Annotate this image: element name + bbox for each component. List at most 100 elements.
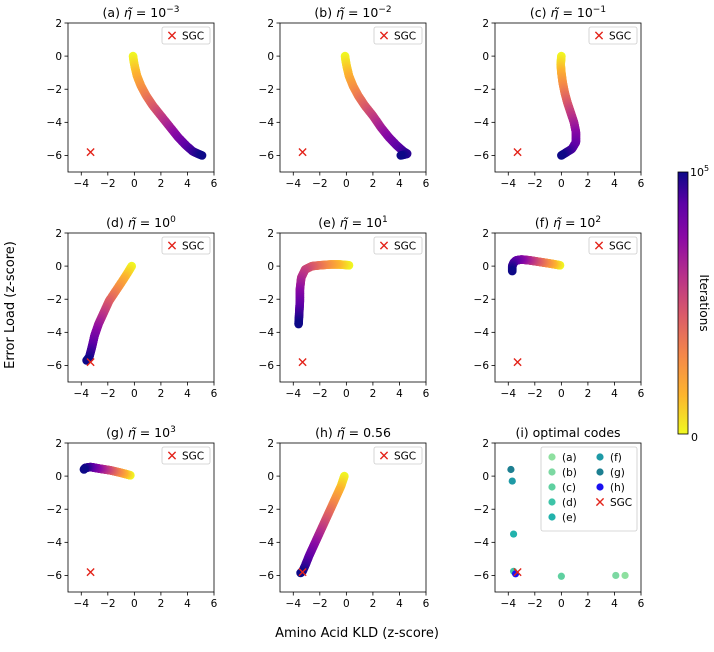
panel-f: −4 −2 0 2 4 6 −6 −4 −2 0 2 (f) η̃ = 102 SGC xyxy=(474,215,645,400)
x-tick-label: 2 xyxy=(370,598,377,610)
x-tick-label: 0 xyxy=(558,388,565,400)
y-tick-label: −2 xyxy=(474,84,489,96)
x-tick-label: 4 xyxy=(396,178,403,190)
colorbar-title: Iterations xyxy=(697,274,711,331)
x-tick-label: 6 xyxy=(638,388,645,400)
colorbar-gradient xyxy=(677,171,689,435)
y-tick-label: −4 xyxy=(259,537,275,549)
panel-e-axes-frame xyxy=(279,232,427,383)
y-tick-label: −6 xyxy=(47,360,63,372)
sgc-marker xyxy=(298,568,307,577)
x-tick-label: −2 xyxy=(312,598,327,610)
trajectory-point xyxy=(79,465,89,474)
y-tick-label: 2 xyxy=(482,228,489,240)
x-tick-label: 0 xyxy=(343,388,350,400)
legend-box xyxy=(373,26,423,45)
panel-h-title: (h) η̃ = 0.56 xyxy=(315,425,391,440)
legend-point-marker xyxy=(548,513,556,521)
legend-sgc-label: SGC xyxy=(182,31,204,43)
y-axis-title-wrap: Error Load (z-score) xyxy=(3,241,18,369)
optimal-code-point xyxy=(612,571,620,580)
x-tick-label: 6 xyxy=(423,598,430,610)
x-tick-label: 6 xyxy=(211,178,218,190)
y-tick-label: 0 xyxy=(482,51,489,63)
y-tick-label: 2 xyxy=(267,438,274,450)
y-tick-label: 0 xyxy=(482,261,489,273)
y-tick-label: −4 xyxy=(474,537,490,549)
legend-entry-label: (d) xyxy=(562,497,577,509)
legend-sgc-marker xyxy=(594,241,604,250)
y-tick-label: −6 xyxy=(259,150,275,162)
panel-d: −4 −2 0 2 4 6 −6 −4 −2 0 2 (d) η̃ = 100 SGC xyxy=(47,215,218,400)
sgc-marker xyxy=(86,568,95,577)
y-tick-label: −4 xyxy=(474,117,490,129)
y-tick-label: 0 xyxy=(55,51,62,63)
panel-i: −4 −2 0 2 4 6−6−4−202(i) optimal codes(a)(b)(… xyxy=(474,425,645,610)
y-tick-label: −2 xyxy=(259,504,274,516)
x-tick-label: 6 xyxy=(638,178,645,190)
y-tick-label: −4 xyxy=(47,537,63,549)
legend-entry-label: (e) xyxy=(562,512,577,524)
trajectory-point xyxy=(294,319,303,329)
legend-entry-label: (c) xyxy=(562,482,576,494)
panel-c-legend: SGC xyxy=(588,26,638,45)
legend-sgc-label: SGC xyxy=(394,31,416,43)
y-tick-label: −2 xyxy=(47,84,62,96)
x-tick-label: 4 xyxy=(396,388,403,400)
y-tick-label: −4 xyxy=(474,327,490,339)
legend-box xyxy=(373,446,423,465)
legend-sgc-marker xyxy=(167,31,177,40)
trajectory-point xyxy=(396,151,406,160)
panel-i-title: (i) optimal codes xyxy=(515,425,620,440)
x-tick-label: 6 xyxy=(423,178,430,190)
y-tick-label: 0 xyxy=(267,261,274,273)
x-tick-label: −4 xyxy=(501,388,517,400)
panel-c-title: (c) η̃ = 10−1 xyxy=(530,5,606,20)
x-tick-label: 6 xyxy=(211,598,218,610)
x-tick-label: 2 xyxy=(158,178,165,190)
y-tick-label: 0 xyxy=(267,471,274,483)
panel-f-legend: SGC xyxy=(588,236,638,255)
legend-sgc-marker xyxy=(379,241,389,250)
y-tick-label: −2 xyxy=(47,504,62,516)
legend-sgc-marker xyxy=(167,451,177,460)
sgc-marker xyxy=(513,568,522,577)
panel-a-title: (a) η̃ = 10−3 xyxy=(103,5,180,20)
x-tick-label: 4 xyxy=(611,598,618,610)
y-tick-label: 2 xyxy=(55,438,62,450)
x-tick-label: 2 xyxy=(370,178,377,190)
sgc-marker xyxy=(513,148,522,157)
legend-sgc-label: SGC xyxy=(182,241,204,253)
legend-point-marker xyxy=(596,483,604,491)
legend-box xyxy=(161,26,211,45)
legend-entry-label: (b) xyxy=(562,467,577,479)
x-tick-label: 2 xyxy=(158,598,165,610)
x-tick-label: 2 xyxy=(158,388,165,400)
legend-box xyxy=(161,236,211,255)
legend-entry-label: (a) xyxy=(562,452,577,464)
panel-e-title: (e) η̃ = 101 xyxy=(318,215,387,230)
panel-h-legend: SGC xyxy=(373,446,423,465)
legend-sgc-marker xyxy=(167,241,177,250)
y-tick-label: 2 xyxy=(482,438,489,450)
trajectory-point xyxy=(507,266,517,276)
trajectory-point xyxy=(82,356,91,365)
x-tick-label: 2 xyxy=(585,598,592,610)
legend-entry-label: (f) xyxy=(610,452,622,464)
y-tick-label: −4 xyxy=(47,117,63,129)
x-tick-label: −2 xyxy=(312,178,327,190)
panel-f-axes-frame xyxy=(494,232,642,383)
legend-box xyxy=(373,236,423,255)
y-tick-label: −2 xyxy=(259,84,274,96)
x-tick-label: 0 xyxy=(558,598,565,610)
y-tick-label: −4 xyxy=(47,327,63,339)
legend-sgc-label: SGC xyxy=(609,31,631,43)
x-tick-label: −4 xyxy=(501,178,517,190)
y-tick-label: −2 xyxy=(259,294,274,306)
x-tick-label: 2 xyxy=(585,178,592,190)
